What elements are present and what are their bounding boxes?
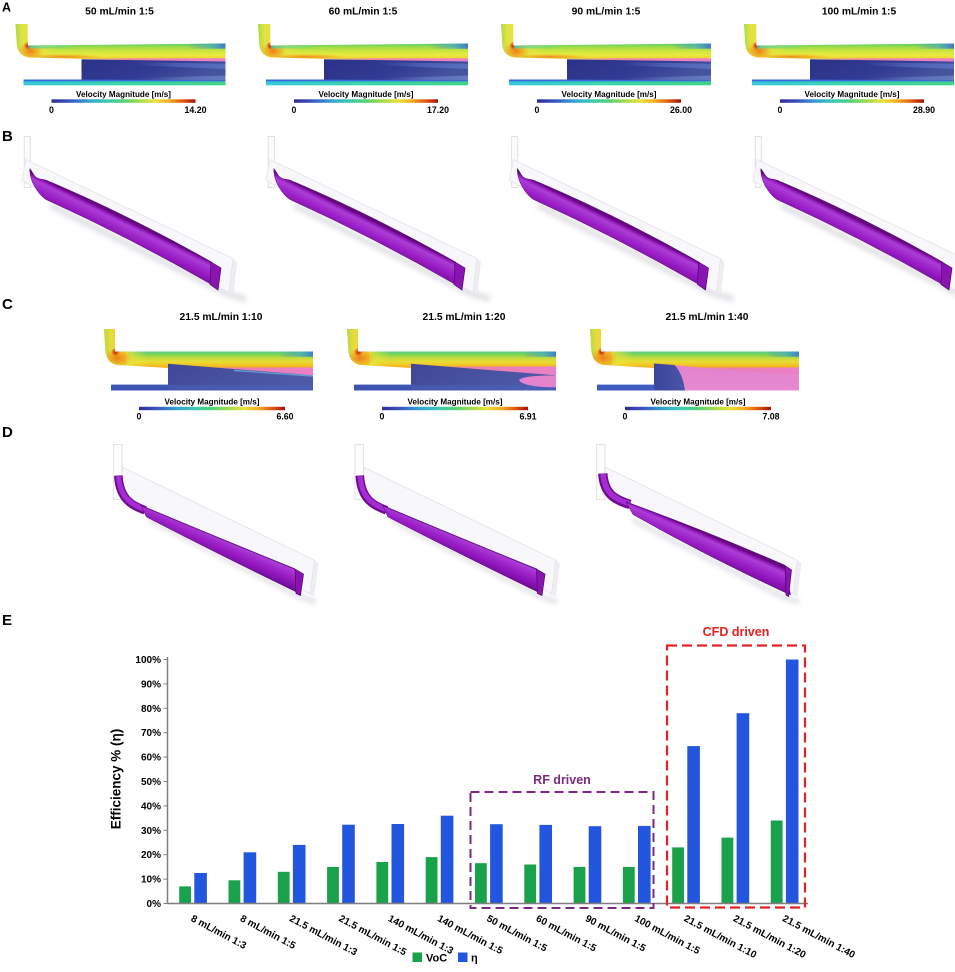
svg-text:30%: 30% bbox=[141, 826, 161, 837]
svg-text:7.08: 7.08 bbox=[762, 412, 779, 422]
svg-text:14.20: 14.20 bbox=[184, 105, 206, 115]
svg-text:0: 0 bbox=[623, 412, 628, 422]
svg-text:50%: 50% bbox=[141, 777, 161, 788]
svg-text:0: 0 bbox=[292, 105, 297, 115]
svg-text:A: A bbox=[2, 1, 11, 15]
svg-text:Velocity Magnitude [m/s]: Velocity Magnitude [m/s] bbox=[319, 90, 414, 99]
svg-text:28.90: 28.90 bbox=[913, 105, 935, 115]
svg-text:0%: 0% bbox=[147, 899, 162, 910]
svg-text:90 mL/min 1:5: 90 mL/min 1:5 bbox=[572, 7, 641, 18]
svg-text:21.5 mL/min 1:40: 21.5 mL/min 1:40 bbox=[666, 312, 749, 323]
svg-text:Velocity Magnitude [m/s]: Velocity Magnitude [m/s] bbox=[805, 90, 900, 99]
svg-text:D: D bbox=[2, 424, 13, 441]
svg-text:0: 0 bbox=[380, 412, 385, 422]
svg-text:26.00: 26.00 bbox=[670, 105, 692, 115]
svg-text:Velocity Magnitude [m/s]: Velocity Magnitude [m/s] bbox=[562, 90, 657, 99]
svg-text:6.60: 6.60 bbox=[276, 412, 293, 422]
svg-text:Velocity Magnitude [m/s]: Velocity Magnitude [m/s] bbox=[76, 90, 171, 99]
svg-text:10%: 10% bbox=[141, 875, 161, 886]
svg-text:21.5 mL/min 1:10: 21.5 mL/min 1:10 bbox=[180, 312, 263, 323]
svg-text:η: η bbox=[471, 953, 478, 965]
svg-text:C: C bbox=[2, 296, 13, 313]
svg-text:6.91: 6.91 bbox=[519, 412, 536, 422]
svg-text:20%: 20% bbox=[141, 850, 161, 861]
svg-text:21.5 mL/min 1:20: 21.5 mL/min 1:20 bbox=[423, 312, 506, 323]
svg-text:Velocity Magnitude [m/s]: Velocity Magnitude [m/s] bbox=[408, 397, 503, 406]
svg-text:17.20: 17.20 bbox=[427, 105, 449, 115]
svg-text:0: 0 bbox=[535, 105, 540, 115]
svg-text:40%: 40% bbox=[141, 801, 161, 812]
svg-text:CFD driven: CFD driven bbox=[703, 625, 770, 639]
svg-text:Velocity Magnitude [m/s]: Velocity Magnitude [m/s] bbox=[165, 397, 260, 406]
svg-text:Velocity Magnitude [m/s]: Velocity Magnitude [m/s] bbox=[651, 397, 746, 406]
svg-text:80%: 80% bbox=[141, 704, 161, 715]
svg-text:0: 0 bbox=[137, 412, 142, 422]
svg-text:E: E bbox=[2, 612, 12, 629]
svg-text:100%: 100% bbox=[135, 655, 161, 666]
svg-text:VoC: VoC bbox=[426, 953, 447, 965]
svg-text:B: B bbox=[2, 128, 13, 145]
svg-text:60 mL/min 1:5: 60 mL/min 1:5 bbox=[329, 7, 398, 18]
svg-text:0: 0 bbox=[778, 105, 783, 115]
svg-text:50 mL/min 1:5: 50 mL/min 1:5 bbox=[85, 7, 154, 18]
svg-text:100 mL/min 1:5: 100 mL/min 1:5 bbox=[822, 7, 897, 18]
svg-text:60%: 60% bbox=[141, 753, 161, 764]
svg-text:0: 0 bbox=[49, 105, 54, 115]
svg-text:RF driven: RF driven bbox=[533, 773, 591, 787]
svg-text:Efficiency % (η): Efficiency % (η) bbox=[109, 729, 124, 830]
svg-text:70%: 70% bbox=[141, 728, 161, 739]
svg-text:90%: 90% bbox=[141, 679, 161, 690]
